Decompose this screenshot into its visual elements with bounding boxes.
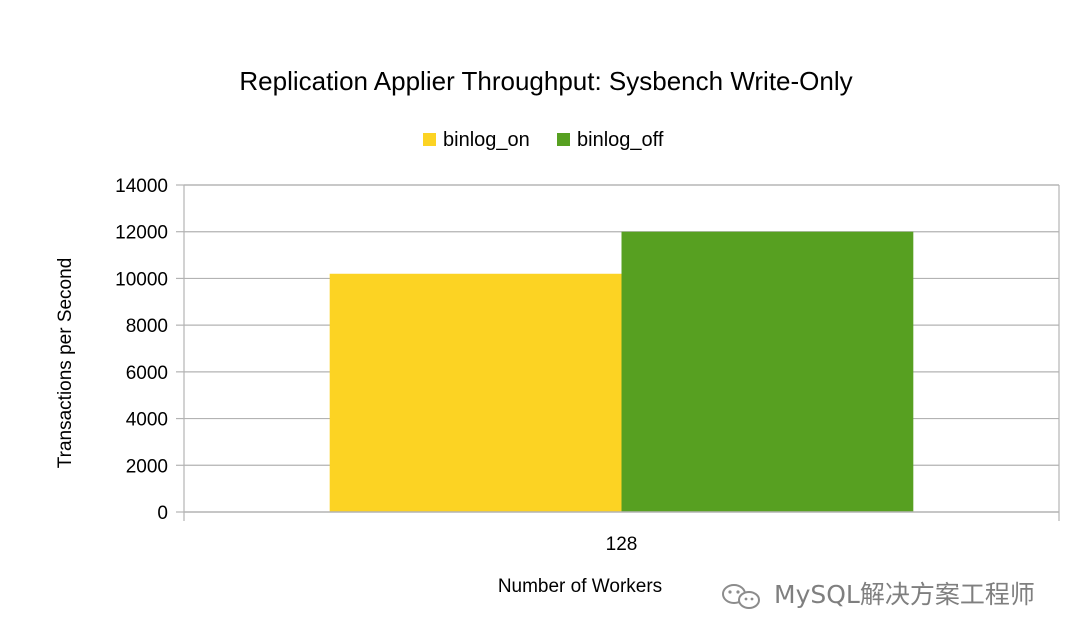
chart-title: Replication Applier Throughput: Sysbench… xyxy=(239,66,852,96)
legend-label-binlog_on: binlog_on xyxy=(443,129,530,151)
bar-binlog_off-128 xyxy=(621,231,914,512)
legend-swatch-binlog_on xyxy=(423,133,436,146)
y-axis-title: Transactions per Second xyxy=(55,258,76,469)
y-tick-label: 4000 xyxy=(126,410,168,431)
watermark-text: MySQL解决方案工程师 xyxy=(774,580,1035,609)
y-tick-label: 14000 xyxy=(115,176,168,197)
x-axis-title: Number of Workers xyxy=(498,576,662,597)
legend-label-binlog_off: binlog_off xyxy=(577,129,664,151)
y-tick-label: 6000 xyxy=(126,363,168,384)
y-tick-label: 2000 xyxy=(126,456,168,477)
y-tick-labels: 0 2000 4000 6000 8000 10000 12000 14000 xyxy=(115,176,168,524)
axes xyxy=(176,184,1060,521)
y-tick-label: 10000 xyxy=(115,269,168,290)
bar-binlog_on-128 xyxy=(329,273,622,512)
y-tick-label: 12000 xyxy=(115,223,168,244)
watermark: MySQL解决方案工程师 xyxy=(722,580,1035,609)
legend-swatch-binlog_off xyxy=(557,133,570,146)
x-tick-labels: 128 xyxy=(606,534,638,555)
y-tick-label: 0 xyxy=(157,503,168,524)
bars xyxy=(329,231,914,512)
wechat-icon xyxy=(722,584,760,609)
x-tick-label: 128 xyxy=(606,534,638,555)
legend: binlog_on binlog_off xyxy=(423,129,664,151)
y-tick-label: 8000 xyxy=(126,316,168,337)
